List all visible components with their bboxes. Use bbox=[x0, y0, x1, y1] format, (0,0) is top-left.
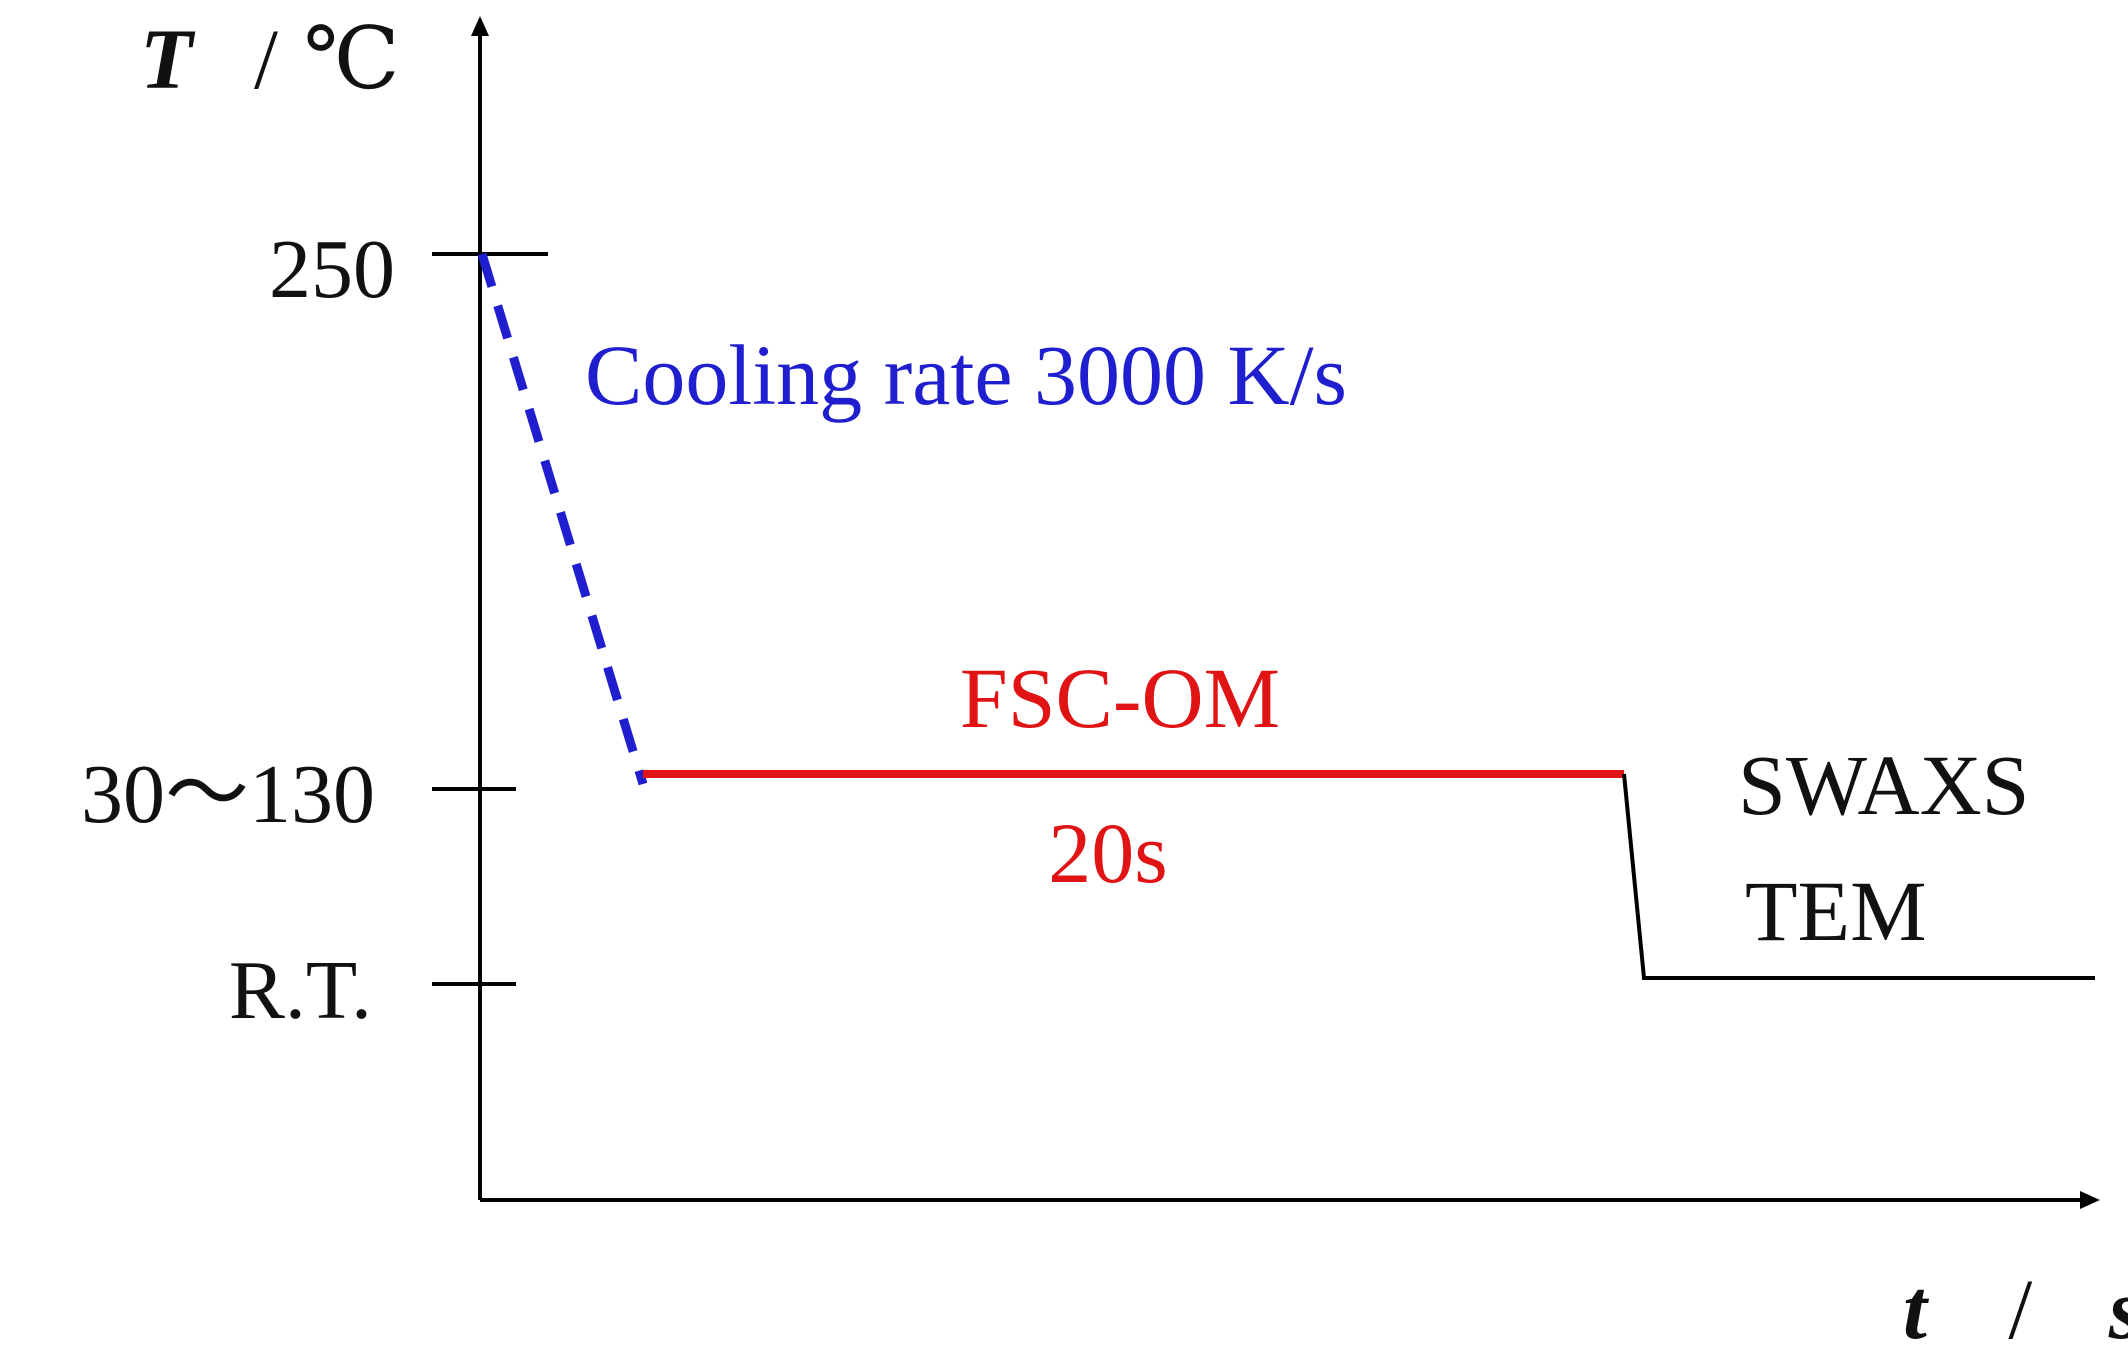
x-axis-unit: s bbox=[2108, 1261, 2128, 1353]
x-axis-arrowhead bbox=[2080, 1191, 2100, 1209]
x-axis-symbol: t bbox=[1903, 1261, 1930, 1353]
x-axis-title: t / s bbox=[1903, 1261, 2128, 1353]
cooling-segment bbox=[477, 252, 648, 786]
tick-label-30-130: 30～130 bbox=[81, 748, 375, 841]
final-segment bbox=[1622, 773, 2095, 980]
y-axis-title: T / ℃ bbox=[140, 11, 400, 107]
y-axis-symbol: T bbox=[140, 11, 196, 107]
tem-label: TEM bbox=[1745, 863, 1927, 959]
tick-label-rt: R.T. bbox=[229, 944, 372, 1037]
y-axis-separator: / bbox=[254, 11, 278, 107]
duration-label: 20s bbox=[1048, 805, 1167, 901]
fsc-om-label: FSC-OM bbox=[960, 650, 1280, 746]
tick-label-250: 250 bbox=[269, 223, 395, 316]
y-axis-arrowhead bbox=[471, 16, 489, 36]
x-axis-separator: / bbox=[2008, 1261, 2032, 1353]
cooling-rate-label: Cooling rate 3000 K/s bbox=[585, 327, 1347, 423]
swaxs-label: SWAXS bbox=[1738, 737, 2030, 833]
y-axis-unit: ℃ bbox=[303, 11, 399, 107]
